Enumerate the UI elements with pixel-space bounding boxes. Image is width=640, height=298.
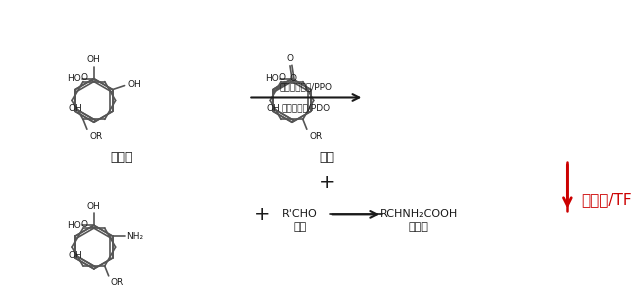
- Text: HO: HO: [265, 74, 279, 83]
- Text: 醛类: 醛类: [293, 222, 307, 232]
- Text: NH₂: NH₂: [126, 232, 143, 241]
- Text: 儿茶素: 儿茶素: [110, 151, 133, 164]
- Text: HO: HO: [67, 221, 81, 230]
- Text: 邻醌: 邻醌: [319, 151, 334, 164]
- Text: 茶多酚氧化酶/PPO: 茶多酚氧化酶/PPO: [279, 82, 332, 91]
- Text: OH: OH: [127, 80, 141, 89]
- Text: 过氧化氢酶/PDO: 过氧化氢酶/PDO: [281, 103, 330, 112]
- Text: O: O: [289, 74, 296, 83]
- Text: O: O: [287, 54, 294, 63]
- Text: 茶黄素/TF: 茶黄素/TF: [582, 192, 632, 207]
- Text: +: +: [318, 173, 335, 192]
- Text: OH: OH: [87, 55, 100, 64]
- Text: +: +: [254, 205, 271, 224]
- Text: O: O: [278, 73, 285, 82]
- Text: O: O: [81, 220, 88, 229]
- Text: OH: OH: [68, 251, 82, 260]
- Text: RCHNH₂COOH: RCHNH₂COOH: [380, 209, 458, 219]
- Text: OR: OR: [309, 132, 323, 141]
- Text: 氨基酸: 氨基酸: [409, 222, 429, 232]
- Text: OR: OR: [89, 132, 102, 141]
- Text: O: O: [81, 73, 88, 82]
- Text: OH: OH: [87, 202, 100, 211]
- Text: HO: HO: [67, 74, 81, 83]
- Text: OH: OH: [68, 104, 82, 113]
- Text: OH: OH: [266, 104, 280, 113]
- Text: OR: OR: [111, 278, 124, 287]
- Text: R'CHO: R'CHO: [282, 209, 317, 219]
